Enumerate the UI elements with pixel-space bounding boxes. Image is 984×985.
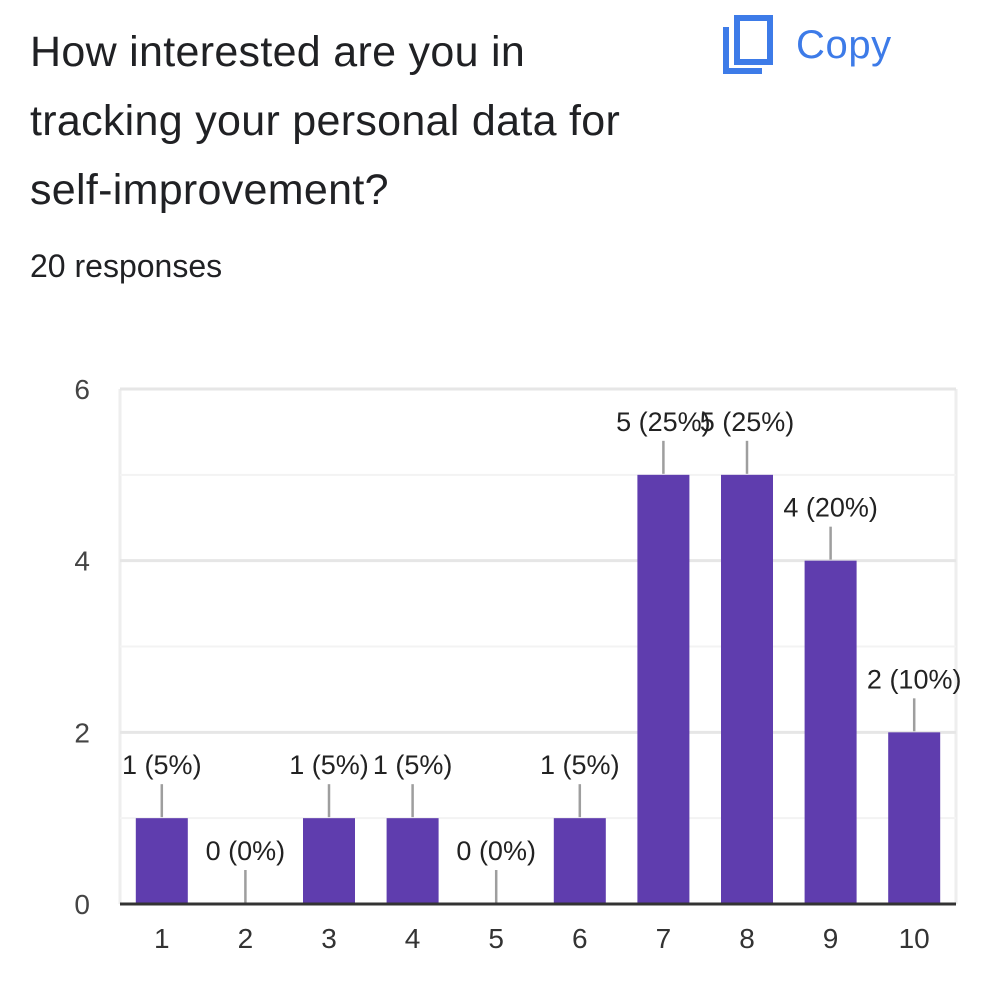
x-tick-label: 8 bbox=[739, 923, 755, 954]
data-label: 1 (5%) bbox=[373, 750, 453, 780]
copy-icon bbox=[723, 15, 773, 74]
x-tick-label: 2 bbox=[238, 923, 254, 954]
x-tick-label: 6 bbox=[572, 923, 588, 954]
x-tick-label: 4 bbox=[405, 923, 421, 954]
data-label: 1 (5%) bbox=[122, 750, 202, 780]
x-tick-label: 7 bbox=[656, 923, 672, 954]
x-tick-label: 10 bbox=[899, 923, 930, 954]
response-count: 20 responses bbox=[30, 248, 223, 284]
bar bbox=[386, 818, 439, 904]
bar bbox=[721, 474, 773, 904]
y-tick-label: 0 bbox=[74, 889, 90, 920]
data-label: 1 (5%) bbox=[289, 750, 369, 780]
bar bbox=[135, 818, 188, 904]
bar bbox=[553, 818, 606, 904]
data-label: 0 (0%) bbox=[206, 836, 286, 866]
bar-chart: 0 2 4 6 1 (5%) 1 0 (0%) 2 1 (5%) 3 1 (5%) 4 0 (0%) 5 1… bbox=[0, 360, 984, 980]
y-tick-label: 2 bbox=[74, 717, 90, 748]
data-label: 0 (0%) bbox=[456, 836, 536, 866]
copy-label: Copy bbox=[796, 22, 892, 67]
data-label: 1 (5%) bbox=[540, 750, 620, 780]
data-label: 5 (25%) bbox=[616, 407, 711, 437]
bar bbox=[637, 474, 690, 904]
y-tick-label: 4 bbox=[74, 546, 90, 577]
data-label: 2 (10%) bbox=[867, 664, 962, 694]
bar bbox=[303, 818, 355, 904]
bar bbox=[888, 732, 941, 904]
copy-button[interactable]: Copy bbox=[716, 10, 898, 80]
x-tick-label: 1 bbox=[154, 923, 170, 954]
x-tick-label: 9 bbox=[823, 923, 839, 954]
question-title: How interested are you in tracking your … bbox=[30, 28, 621, 214]
bar-chart-svg: 0 2 4 6 1 (5%) 1 0 (0%) 2 1 (5%) 3 1 (5%) 4 0 (0%) 5 1… bbox=[74, 374, 962, 954]
x-tick-label: 3 bbox=[321, 923, 337, 954]
data-label: 5 (25%) bbox=[700, 407, 795, 437]
bar bbox=[804, 560, 857, 904]
data-label: 4 (20%) bbox=[783, 493, 878, 523]
y-tick-label: 6 bbox=[74, 374, 90, 405]
x-tick-label: 5 bbox=[488, 923, 504, 954]
